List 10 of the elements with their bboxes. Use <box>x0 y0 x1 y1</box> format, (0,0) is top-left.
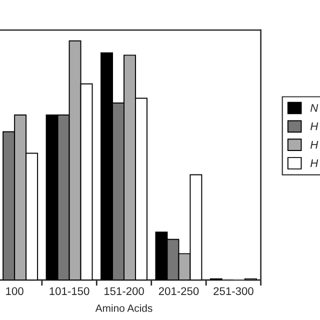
x-axis-title: Amino Acids <box>95 304 152 312</box>
legend-label: N <box>310 104 318 112</box>
x-tick-label: 101-150 <box>50 287 90 296</box>
x-tick-label: 151-200 <box>104 287 144 296</box>
x-tick-label: 251-300 <box>214 287 254 296</box>
legend-label: H <box>310 140 318 149</box>
legend-label: H <box>310 122 318 130</box>
x-tick-label: 100 <box>6 287 24 296</box>
x-tick-label: 201-250 <box>158 287 199 296</box>
legend-label: H <box>310 159 318 168</box>
